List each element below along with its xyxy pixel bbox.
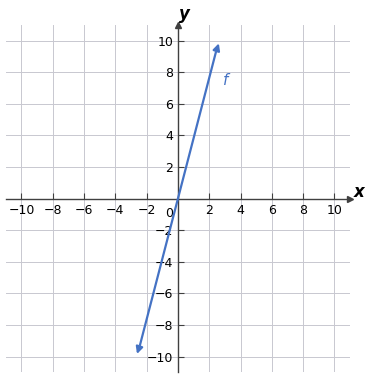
Text: 0: 0 <box>165 206 173 220</box>
Text: x: x <box>353 183 364 201</box>
Text: f: f <box>223 73 229 88</box>
Text: y: y <box>179 5 190 23</box>
